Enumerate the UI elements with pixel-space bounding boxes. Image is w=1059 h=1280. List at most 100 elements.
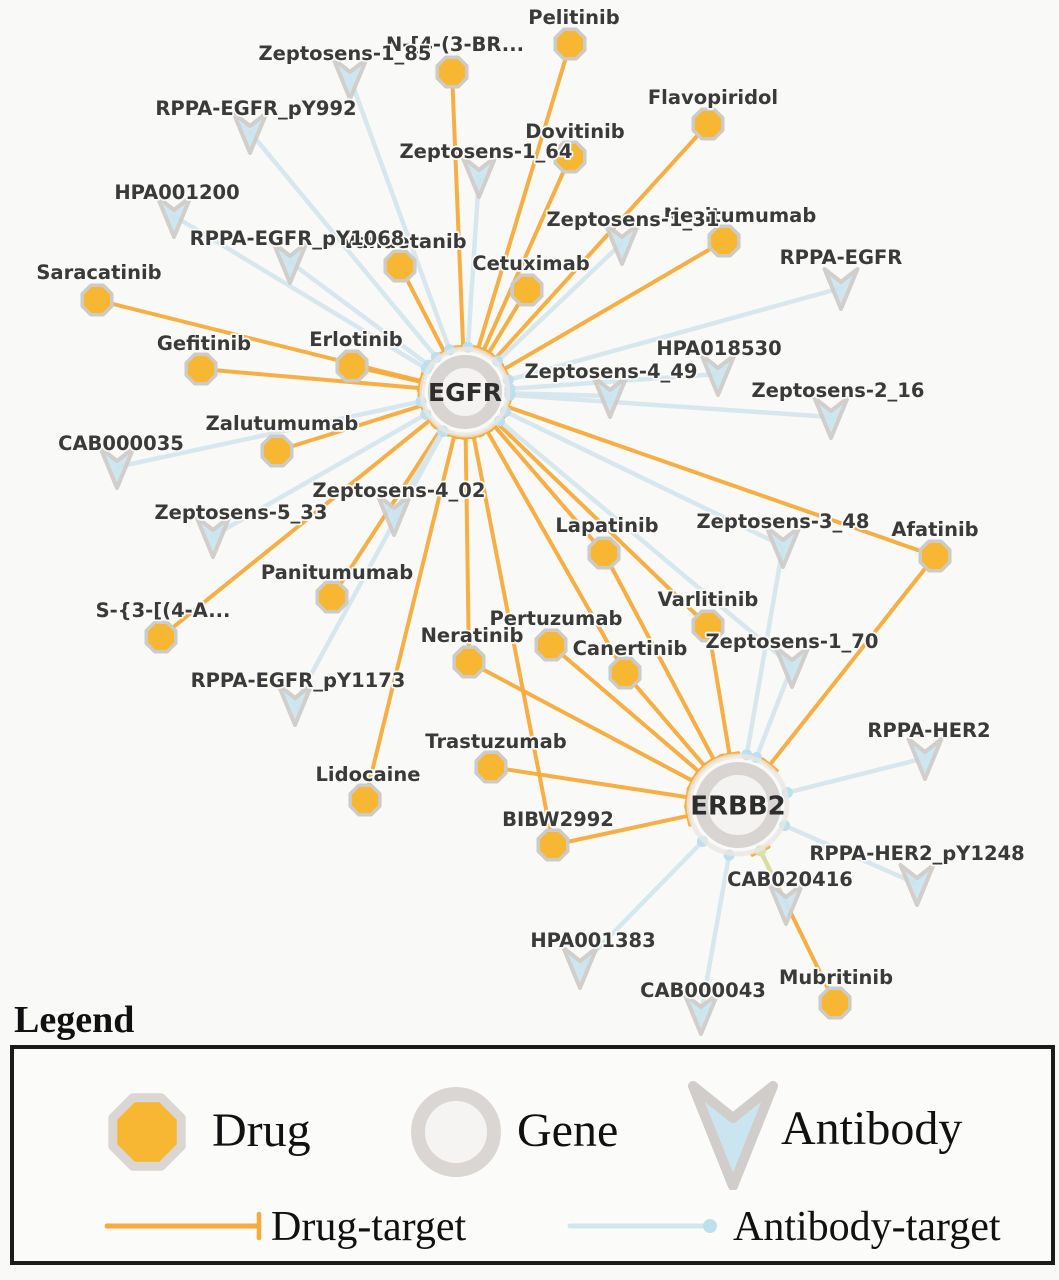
antibody-node-zeptosens-3-48[interactable]: [764, 525, 802, 569]
node-label-lapatinib: Lapatinib: [555, 514, 658, 537]
antibody-node-zeptosens-1-70[interactable]: [773, 645, 811, 689]
node-label-afatinib: Afatinib: [891, 518, 978, 541]
node-label-rppa-her2: RPPA-HER2: [867, 719, 990, 742]
node-label-erlotinib: Erlotinib: [309, 328, 403, 351]
drug-target-edge-trastuzumab-erbb2: [489, 765, 691, 809]
antibody-node-zeptosens-1-31[interactable]: [603, 222, 641, 266]
node-label-cetuximab: Cetuximab: [472, 252, 589, 275]
node-label-lidocaine: Lidocaine: [316, 763, 421, 786]
antibody-target-edge-rppa-her2-erbb2: [781, 755, 928, 799]
node-label-rppa-egfr-py992: RPPA-EGFR_pY992: [155, 97, 356, 120]
node-label-rppa-her2-py1248: RPPA-HER2_pY1248: [809, 842, 1024, 865]
node-label-zeptosens-1-70: Zeptosens-1_70: [706, 630, 879, 653]
node-label-bibw2992: BIBW2992: [502, 808, 614, 831]
antibody-node-rppa-egfr-py1173[interactable]: [276, 683, 314, 727]
node-label-trastuzumab: Trastuzumab: [425, 730, 566, 753]
drug-node-afatinib[interactable]: [918, 539, 952, 573]
antibody-node-rppa-egfr[interactable]: [822, 267, 860, 311]
drug-node-erlotinib[interactable]: [335, 349, 369, 383]
antibody-node-zeptosens-1-85[interactable]: [331, 57, 369, 101]
node-label-n-br: N-[4-(3-BR...: [386, 33, 524, 56]
drug-node-pertuzumab[interactable]: [534, 628, 568, 662]
drug-node-trastuzumab[interactable]: [474, 750, 508, 784]
gene-legend-icon: [411, 1087, 501, 1177]
drug-node-mubritinib[interactable]: [818, 986, 852, 1020]
node-label-zeptosens-3-48: Zeptosens-3_48: [697, 510, 870, 533]
node-label-vandetanib: Vandetanib: [341, 230, 466, 253]
drug-node-vandetanib[interactable]: [383, 249, 417, 283]
node-label-saracatinib: Saracatinib: [36, 261, 161, 284]
antibody-node-cab000043[interactable]: [682, 992, 720, 1036]
drug-node-bibw2992[interactable]: [536, 828, 570, 862]
drug-node-necitumumab[interactable]: [707, 224, 741, 258]
drug-node-lapatinib[interactable]: [587, 536, 621, 570]
gene-node-egfr[interactable]: EGFR: [419, 346, 511, 438]
antibody-node-hpa001383[interactable]: [561, 946, 599, 990]
node-label-zeptosens-1-31: Zeptosens-1_31: [547, 208, 720, 231]
drug-target-legend-label: Drug-target: [271, 1204, 467, 1250]
antibody-target-legend-label: Antibody-target: [733, 1204, 1001, 1250]
drug-node-varlitinib[interactable]: [691, 609, 725, 643]
antibody-node-cab000035[interactable]: [98, 446, 136, 490]
drug-node-neratinib[interactable]: [452, 645, 486, 679]
antibody-node-zeptosens-2-16[interactable]: [812, 396, 850, 440]
antibody-node-rppa-her2-py1248[interactable]: [898, 863, 936, 907]
node-label-cab000043: CAB000043: [640, 979, 766, 1002]
node-label-rppa-egfr: RPPA-EGFR: [780, 246, 903, 269]
node-label-rppa-egfr-py1173: RPPA-EGFR_pY1173: [191, 669, 406, 692]
drug-node-gefitinib[interactable]: [184, 352, 218, 386]
node-label-zeptosens-5-33: Zeptosens-5_33: [155, 501, 328, 524]
antibody-node-rppa-egfr-py992[interactable]: [231, 111, 269, 155]
drug-node-dovitinib[interactable]: [553, 140, 587, 174]
node-label-zalutumumab: Zalutumumab: [206, 412, 359, 435]
drug-node-cetuximab[interactable]: [510, 273, 544, 307]
antibody-node-hpa001200[interactable]: [155, 195, 193, 239]
drug-node-flavopiridol[interactable]: [691, 107, 725, 141]
drug-node-panitumumab[interactable]: [315, 580, 349, 614]
drug-node-n-br[interactable]: [435, 55, 469, 89]
node-label-hpa018530: HPA018530: [656, 337, 781, 360]
antibody-legend-icon: [688, 1081, 778, 1190]
antibody-target-legend-line: [567, 1219, 717, 1233]
gene-node-erbb2[interactable]: ERBB2: [686, 753, 790, 857]
node-label-pelitinib: Pelitinib: [528, 6, 619, 29]
antibody-node-rppa-her2[interactable]: [906, 737, 944, 781]
node-label-zeptosens-2-16: Zeptosens-2_16: [752, 379, 925, 402]
antibody-node-hpa018530[interactable]: [699, 353, 737, 397]
antibody-legend-label: Antibody: [781, 1102, 963, 1155]
drug-node-zalutumumab[interactable]: [260, 434, 294, 468]
drug-legend-label: Drug: [212, 1104, 311, 1157]
node-label-panitumumab: Panitumumab: [261, 561, 413, 584]
antibody-node-zeptosens-4-49[interactable]: [591, 375, 629, 419]
node-label-cab000035: CAB000035: [58, 432, 184, 455]
drug-target-edge-canertinib-erbb2: [623, 671, 714, 775]
node-label-zeptosens-4-49: Zeptosens-4_49: [525, 360, 698, 383]
drug-node-canertinib[interactable]: [608, 656, 642, 690]
node-label-zeptosens-4-02: Zeptosens-4_02: [313, 479, 486, 502]
node-label-hpa001383: HPA001383: [530, 929, 655, 952]
drug-node-pelitinib[interactable]: [553, 27, 587, 61]
node-label-flavopiridol: Flavopiridol: [648, 86, 778, 109]
node-label-varlitinib: Varlitinib: [658, 588, 759, 611]
nodes-layer: EGFR ERBB2: [80, 27, 952, 1036]
node-label-neratinib: Neratinib: [421, 624, 524, 647]
drug-target-legend-line: [104, 1211, 262, 1241]
drug-node-s-a[interactable]: [144, 620, 178, 654]
node-label-necitumumab: Necitumumab: [664, 204, 817, 227]
antibody-node-zeptosens-4-02[interactable]: [375, 493, 413, 537]
drug-legend-icon: [108, 1093, 186, 1171]
node-label-cab020416: CAB020416: [727, 868, 853, 891]
gene-label-egfr: EGFR: [428, 378, 502, 407]
node-label-dovitinib: Dovitinib: [525, 120, 625, 143]
gene-legend-label: Gene: [517, 1104, 619, 1157]
antibody-node-cab020416[interactable]: [767, 882, 805, 926]
antibody-node-zeptosens-5-33[interactable]: [194, 515, 232, 559]
antibody-node-zeptosens-1-64[interactable]: [460, 155, 498, 199]
drug-node-lidocaine[interactable]: [348, 783, 382, 817]
edges-layer: [95, 42, 937, 1016]
antibody-node-rppa-egfr-py1068[interactable]: [271, 241, 309, 285]
drug-node-saracatinib[interactable]: [80, 283, 114, 317]
node-label-s-a: S-{3-[(4-A...: [96, 599, 231, 622]
